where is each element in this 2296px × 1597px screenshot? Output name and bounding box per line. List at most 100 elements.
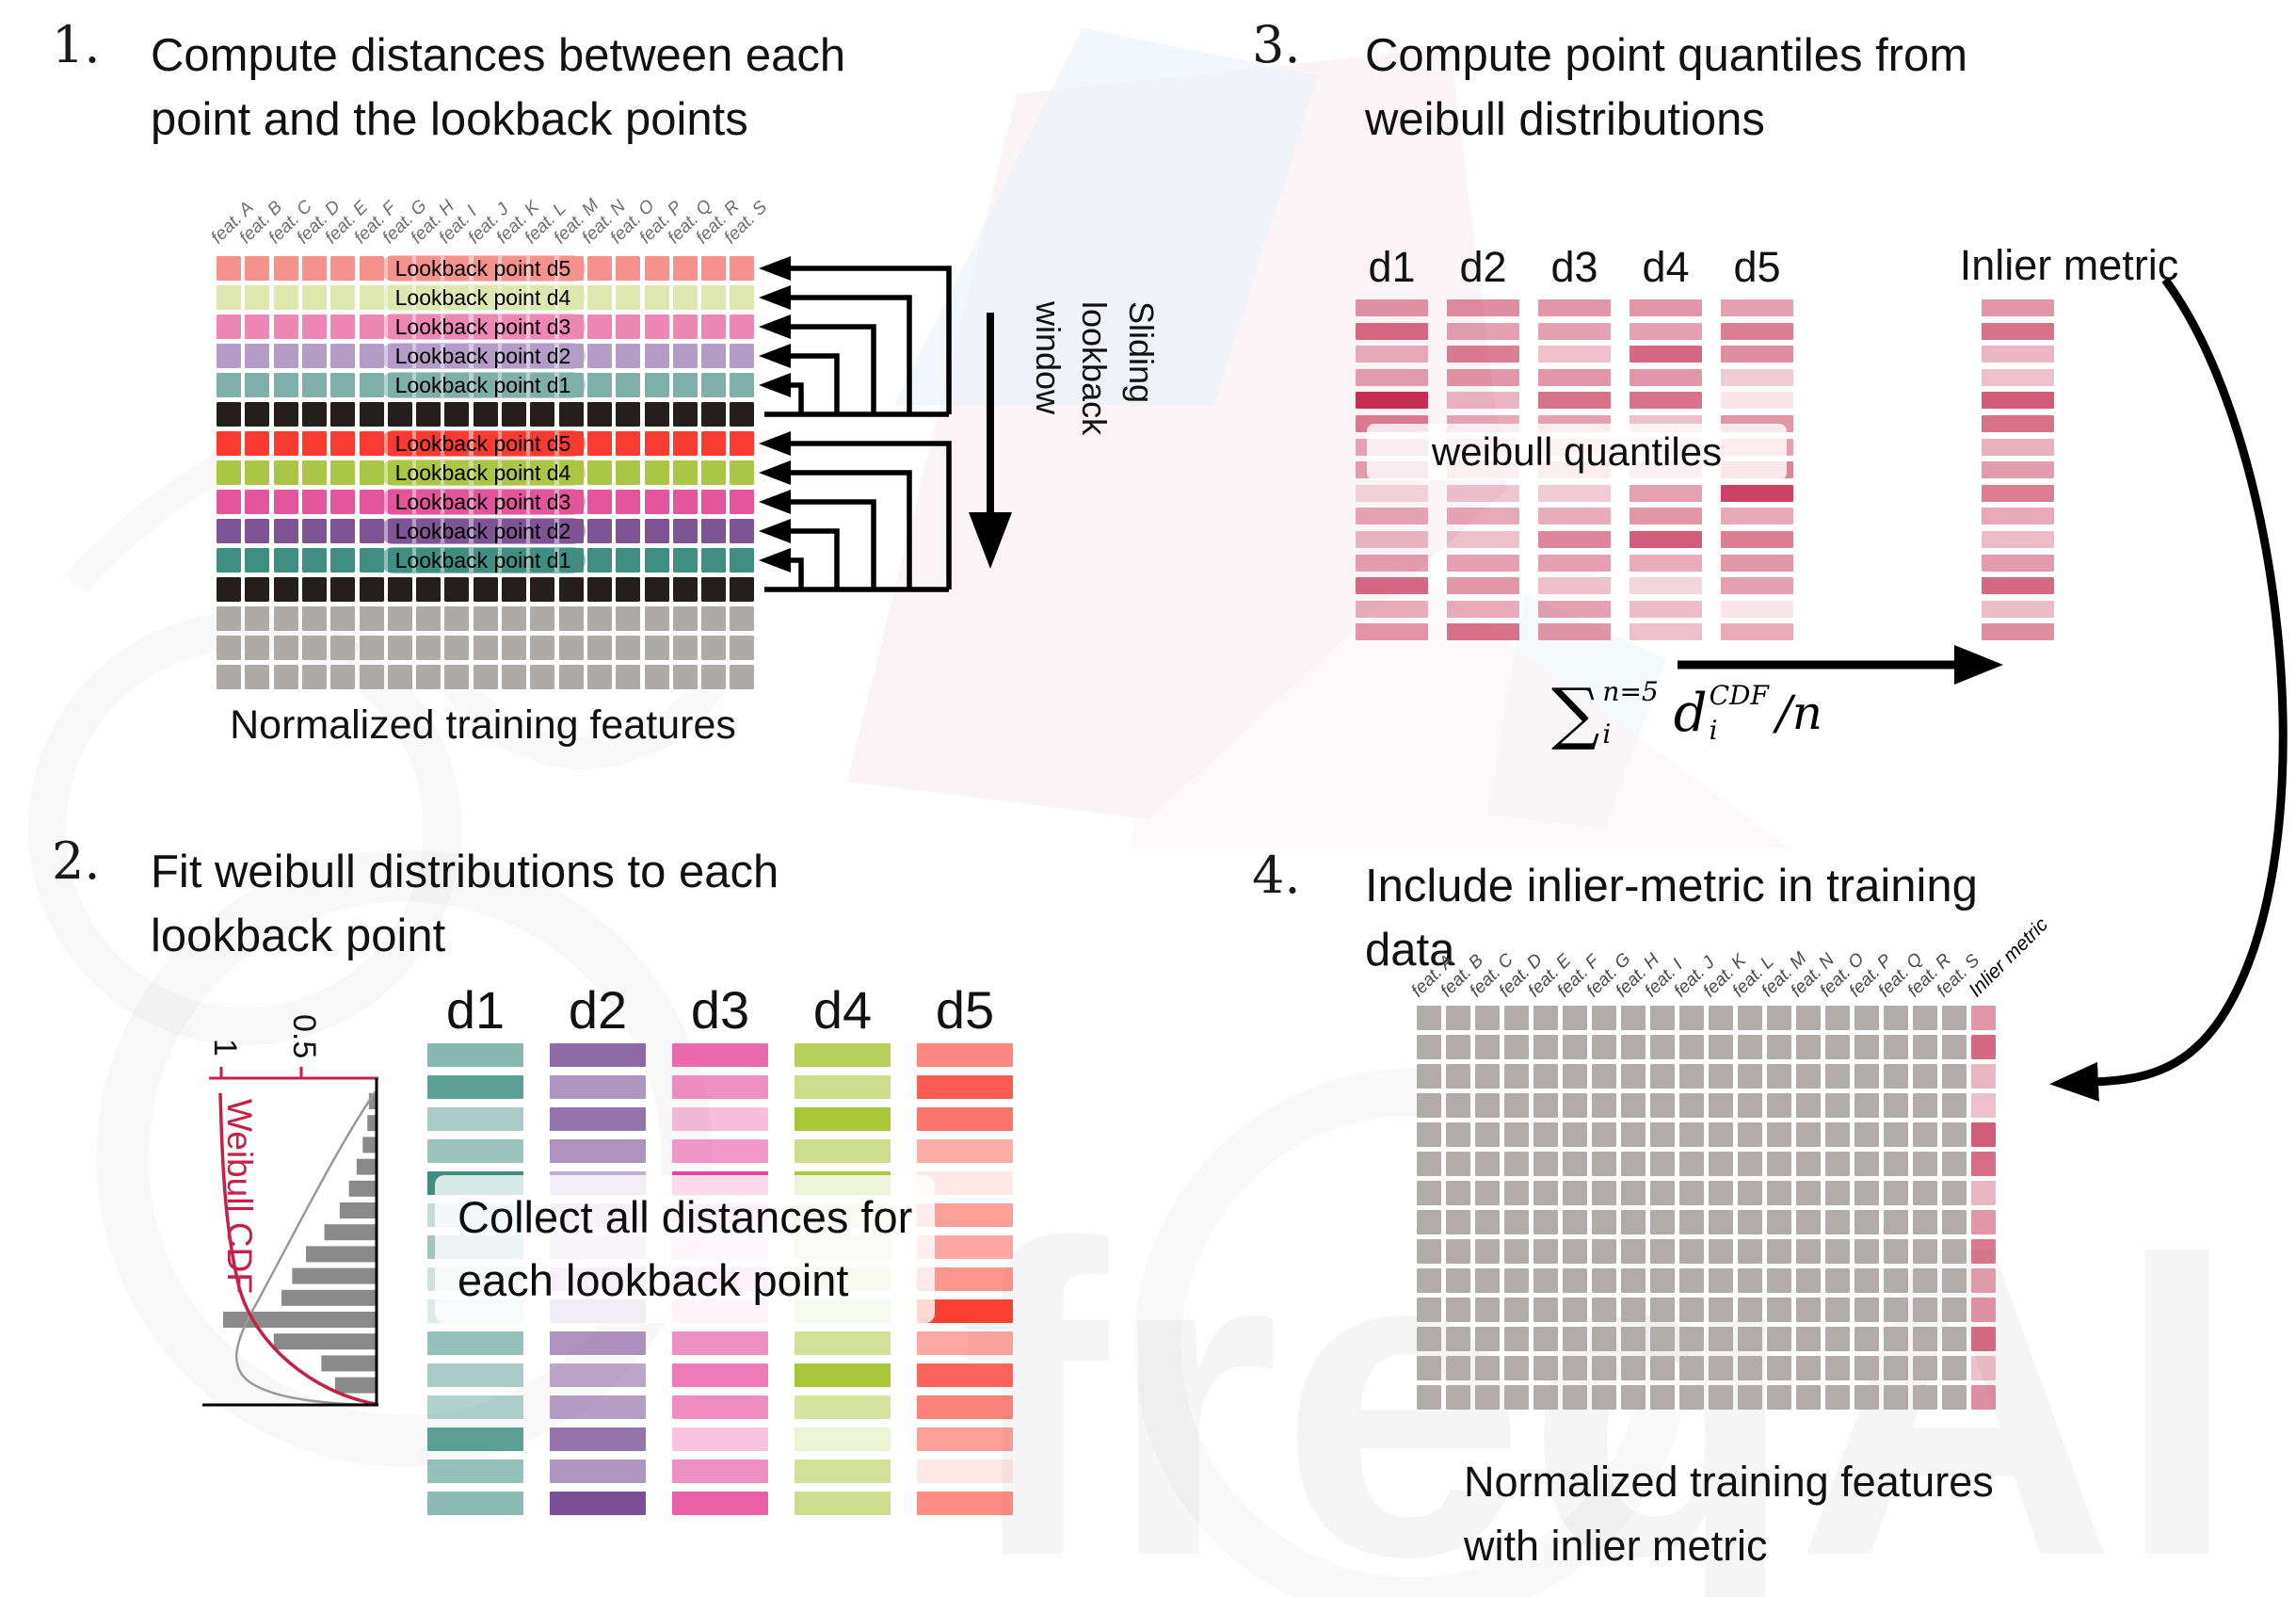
- weibull-cdf-plot: 1 0.5 Weibull CDF: [202, 1014, 378, 1407]
- grid-cell: [473, 577, 498, 602]
- grid-cell: [273, 402, 298, 427]
- distance-bar: [795, 1492, 891, 1515]
- grid-cell: [1417, 1181, 1441, 1205]
- distance-bar: [550, 1363, 646, 1387]
- grid-cell: [1825, 1152, 1850, 1176]
- grid-cell: [1533, 1181, 1558, 1205]
- histogram-bar: [348, 1180, 377, 1197]
- quantile-bar: [1447, 623, 1519, 641]
- grid-cell: [359, 344, 384, 368]
- inlier-metric-column: [1982, 299, 2054, 676]
- grid-cell: [1825, 1239, 1850, 1264]
- grid-cell: [1417, 1268, 1441, 1293]
- distance-bar: [917, 1107, 1013, 1131]
- grid-cell: [387, 402, 412, 427]
- distance-bar: [672, 1363, 768, 1387]
- grid-cell: [586, 665, 612, 689]
- grid-cell: [616, 636, 641, 660]
- grid-cell: [1796, 1093, 1821, 1118]
- grid-cell: [616, 548, 641, 573]
- column-label: d1: [1368, 243, 1416, 291]
- grid-cell: [558, 519, 584, 543]
- grid-cell: [301, 548, 327, 573]
- quantile-bar: [1356, 346, 1428, 363]
- grid-cell: [1884, 1356, 1908, 1380]
- grid-cell: [672, 315, 698, 339]
- grid-cell: [245, 548, 270, 573]
- grid-cell: [502, 665, 526, 689]
- grid-cell: [1942, 1064, 1967, 1089]
- grid-cell: [1563, 1327, 1587, 1351]
- grid-cell: [330, 344, 356, 368]
- grid-cell: [701, 490, 727, 514]
- weibull-quantiles-text: weibull quantiles: [1431, 429, 1723, 474]
- grid-cell: [217, 519, 241, 543]
- grid-cell: [701, 285, 727, 310]
- quantile-bar: [1447, 346, 1519, 363]
- grid-cell: [330, 577, 356, 602]
- grid-cell: [1738, 1064, 1762, 1089]
- grid-cell: [1417, 1122, 1441, 1147]
- grid-cell: [245, 490, 270, 514]
- grid-cell: [1533, 1356, 1558, 1380]
- grid-cell: [558, 256, 584, 281]
- grid-cell: [1533, 1035, 1558, 1059]
- grid-cell: [1563, 1268, 1587, 1293]
- grid-cell: [1417, 1152, 1441, 1176]
- quantile-bar: [1538, 322, 1611, 340]
- distance-bar: [917, 1363, 1013, 1387]
- inlier-metric-cell: [1971, 1268, 1996, 1293]
- grid-cell: [1475, 1093, 1500, 1118]
- grid-cell: [1592, 1268, 1616, 1293]
- distance-bar: [795, 1395, 891, 1419]
- grid-cell: [644, 636, 669, 660]
- grid-cell: [1738, 1122, 1762, 1147]
- grid-cell: [473, 460, 498, 485]
- inlier-metric-cell: [1971, 1122, 1996, 1147]
- distance-bar: [550, 1331, 646, 1355]
- inlier-metric-cell: [1971, 1181, 1996, 1205]
- grid-cell: [473, 373, 498, 397]
- grid-cell: [1446, 1064, 1470, 1089]
- grid-cell: [301, 665, 327, 689]
- grid-cell: [1621, 1093, 1646, 1118]
- grid-cell: [473, 519, 498, 543]
- step3-title: Compute point quantiles from weibull dis…: [1365, 24, 1967, 152]
- grid-cell: [1884, 1122, 1908, 1147]
- formula-sum-sup: n=5: [1602, 676, 1659, 707]
- grid-cell: [444, 344, 470, 368]
- grid-cell: [444, 431, 470, 456]
- grid-cell: [1621, 1152, 1646, 1176]
- grid-cell: [444, 577, 470, 602]
- grid-cell: [701, 519, 727, 543]
- histogram-bar: [362, 1137, 377, 1153]
- grid-cell: [701, 315, 727, 339]
- distance-bar: [917, 1043, 1013, 1067]
- grid-cell: [1767, 1093, 1791, 1118]
- inlier-metric-bar: [1982, 531, 2054, 548]
- grid-cell: [644, 490, 669, 514]
- grid-cell: [1796, 1210, 1821, 1234]
- grid-cell: [1913, 1239, 1937, 1264]
- grid-cell: [1563, 1064, 1587, 1089]
- grid-cell: [1446, 1210, 1470, 1234]
- collect-note-line1: Collect all distances for: [458, 1192, 913, 1242]
- quantile-bar: [1721, 484, 1793, 502]
- grid-cell: [1417, 1385, 1441, 1410]
- grid-cell: [1796, 1327, 1821, 1351]
- grid-cell: [672, 490, 698, 514]
- grid-cell: [444, 315, 470, 339]
- grid-cell: [1913, 1122, 1937, 1147]
- step4-title-line2: data: [1365, 924, 1455, 976]
- grid-cell: [473, 636, 498, 660]
- grid-cell: [1592, 1093, 1616, 1118]
- grid-cell: [730, 665, 755, 689]
- grid-cell: [473, 285, 498, 310]
- grid-cell: [586, 577, 612, 602]
- grid-cell: [1563, 1181, 1587, 1205]
- inlier-metric-cell: [1971, 1006, 1996, 1030]
- grid-cell: [1767, 1064, 1791, 1089]
- grid-cell: [1767, 1239, 1791, 1264]
- grid-cell: [1913, 1385, 1937, 1410]
- distance-bar: [427, 1043, 523, 1067]
